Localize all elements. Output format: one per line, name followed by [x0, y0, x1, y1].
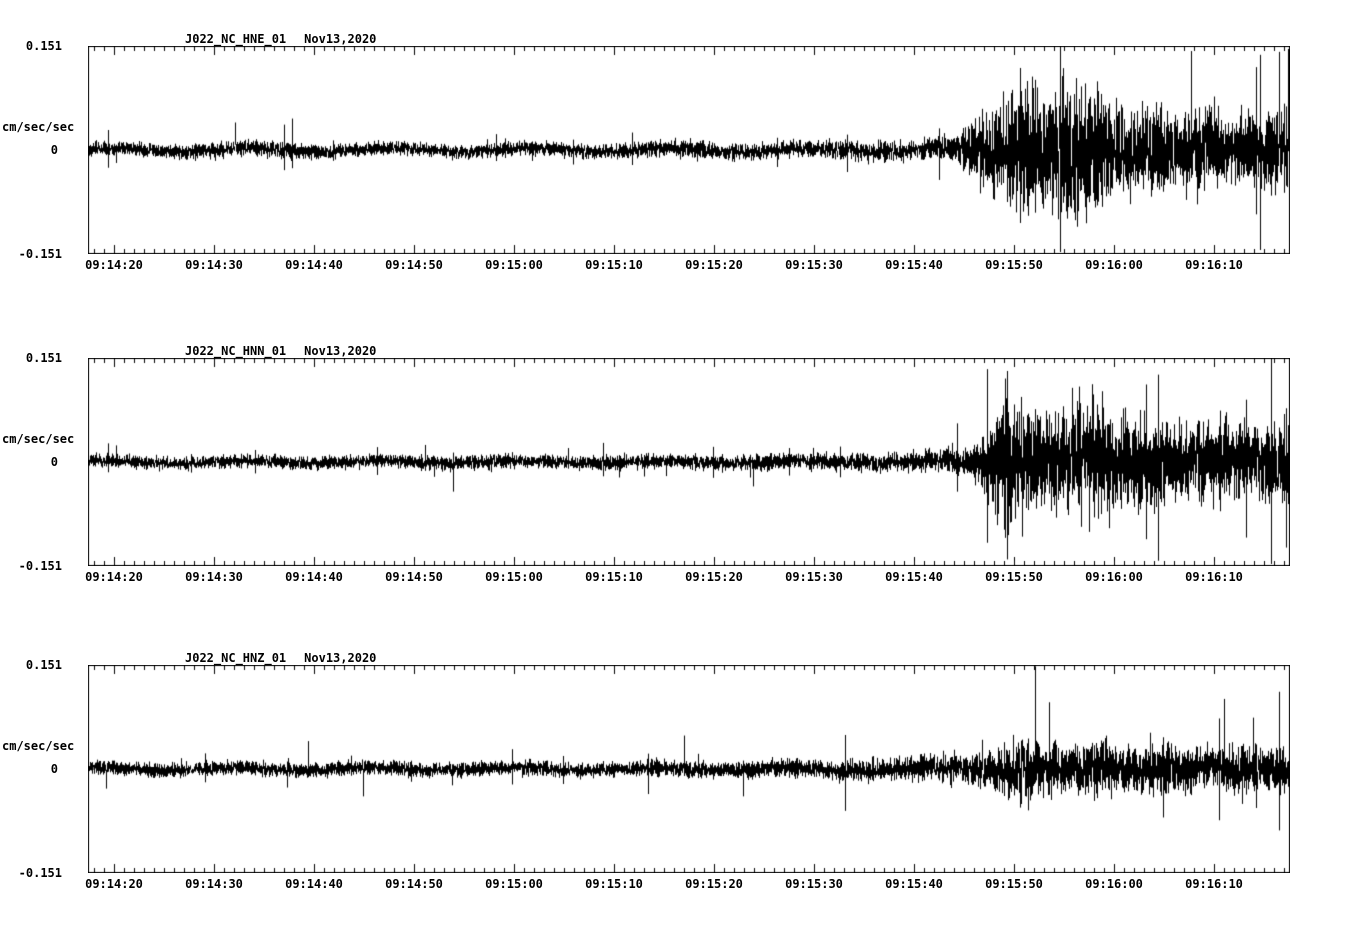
- x-tick-label: 09:15:30: [785, 570, 843, 584]
- x-tick-label: 09:15:10: [585, 877, 643, 891]
- x-tick-label: 09:15:40: [885, 570, 943, 584]
- x-tick-label: 09:15:20: [685, 258, 743, 272]
- x-tick-label: 09:16:00: [1085, 570, 1143, 584]
- y-axis-max-label: 0.151: [25, 39, 62, 53]
- waveform-plot-hne: [88, 46, 1290, 254]
- x-tick-label: 09:15:10: [585, 258, 643, 272]
- x-tick-label: 09:16:00: [1085, 258, 1143, 272]
- x-tick-label: 09:15:50: [985, 877, 1043, 891]
- x-tick-label: 09:15:30: [785, 258, 843, 272]
- trace-station-channel: J022_NC_HNE_01: [185, 32, 287, 46]
- y-axis-units-label: cm/sec/sec: [2, 120, 75, 134]
- trace-title: J022_NC_HNZ_01 Nov13,2020: [185, 651, 376, 665]
- trace-station-channel: J022_NC_HNN_01: [185, 344, 287, 358]
- x-tick-label: 09:14:30: [185, 258, 243, 272]
- waveform-plot-hnn: [88, 358, 1290, 566]
- x-tick-label: 09:14:40: [285, 258, 343, 272]
- x-tick-label: 09:15:10: [585, 570, 643, 584]
- trace-station-channel: J022_NC_HNZ_01: [185, 651, 287, 665]
- x-tick-label: 09:15:20: [685, 570, 743, 584]
- x-tick-label: 09:14:40: [285, 877, 343, 891]
- waveform-plot-hnz: [88, 665, 1290, 873]
- seismogram-panel-hnn: J022_NC_HNN_01 Nov13,2020 0.151 cm/sec/se…: [0, 344, 1358, 644]
- x-tick-label: 09:15:40: [885, 877, 943, 891]
- y-axis-min-label: -0.151: [18, 247, 62, 261]
- x-tick-label: 09:14:20: [85, 877, 143, 891]
- x-tick-label: 09:14:40: [285, 570, 343, 584]
- x-tick-label: 09:16:10: [1185, 877, 1243, 891]
- x-tick-label: 09:15:00: [485, 570, 543, 584]
- x-tick-label: 09:15:00: [485, 877, 543, 891]
- y-axis-zero-label: 0: [50, 143, 58, 157]
- x-tick-label: 09:15:40: [885, 258, 943, 272]
- x-tick-label: 09:15:50: [985, 258, 1043, 272]
- x-tick-label: 09:16:10: [1185, 258, 1243, 272]
- y-axis-min-label: -0.151: [18, 866, 62, 880]
- x-tick-label: 09:16:00: [1085, 877, 1143, 891]
- x-tick-label: 09:14:30: [185, 570, 243, 584]
- x-tick-label: 09:14:20: [85, 570, 143, 584]
- y-axis-zero-label: 0: [50, 762, 58, 776]
- seismogram-panel-hnz: J022_NC_HNZ_01 Nov13,2020 0.151 cm/sec/se…: [0, 651, 1358, 951]
- x-tick-label: 09:14:50: [385, 877, 443, 891]
- seismogram-panel-hne: J022_NC_HNE_01 Nov13,2020 0.151 cm/sec/se…: [0, 32, 1358, 332]
- x-tick-label: 09:15:20: [685, 877, 743, 891]
- x-tick-label: 09:14:50: [385, 258, 443, 272]
- trace-date: Nov13,2020: [304, 32, 377, 46]
- y-axis-min-label: -0.151: [18, 559, 62, 573]
- x-tick-label: 09:15:50: [985, 570, 1043, 584]
- x-tick-label: 09:16:10: [1185, 570, 1243, 584]
- y-axis-units-label: cm/sec/sec: [2, 739, 75, 753]
- trace-date: Nov13,2020: [304, 344, 377, 358]
- seismogram-page: { "page": { "background_color": "#ffffff…: [0, 32, 1358, 891]
- y-axis-max-label: 0.151: [25, 351, 62, 365]
- y-axis-max-label: 0.151: [25, 658, 62, 672]
- x-tick-label: 09:15:00: [485, 258, 543, 272]
- x-tick-label: 09:14:30: [185, 877, 243, 891]
- x-axis-labels: 09:14:20 09:14:30 09:14:40 09:14:50 09:15:00…: [0, 258, 1358, 274]
- x-tick-label: 09:14:20: [85, 258, 143, 272]
- x-axis-labels: 09:14:20 09:14:30 09:14:40 09:14:50 09:15:00…: [0, 877, 1358, 893]
- x-tick-label: 09:15:30: [785, 877, 843, 891]
- trace-date: Nov13,2020: [304, 651, 377, 665]
- x-axis-labels: 09:14:20 09:14:30 09:14:40 09:14:50 09:15:00…: [0, 570, 1358, 586]
- y-axis-units-label: cm/sec/sec: [2, 432, 75, 446]
- x-tick-label: 09:14:50: [385, 570, 443, 584]
- trace-title: J022_NC_HNE_01 Nov13,2020: [185, 32, 376, 46]
- y-axis-zero-label: 0: [50, 455, 58, 469]
- trace-title: J022_NC_HNN_01 Nov13,2020: [185, 344, 376, 358]
